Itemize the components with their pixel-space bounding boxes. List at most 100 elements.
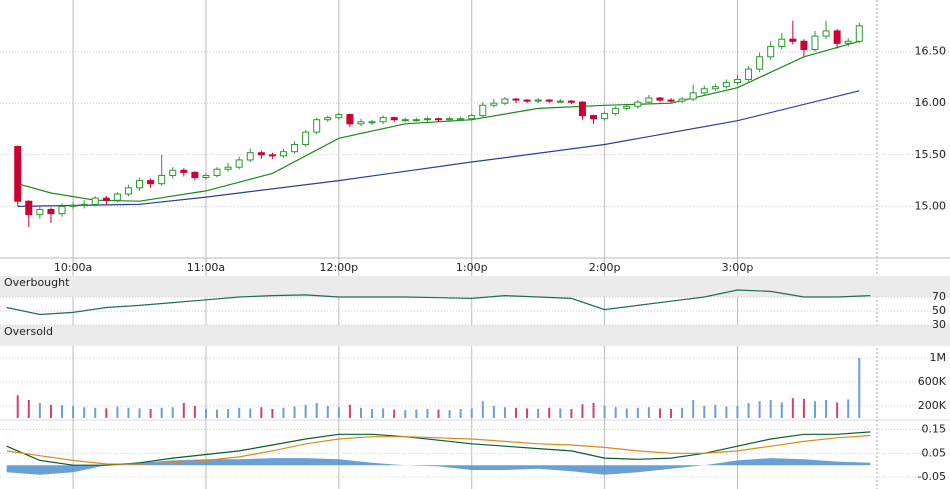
volume-bar [614, 407, 617, 418]
candle-body [423, 118, 431, 121]
candle-body [711, 86, 719, 90]
volume-bar [238, 407, 241, 418]
volume-bar [16, 395, 19, 418]
candle-body [158, 174, 166, 185]
x-tick-label: 10:00a [54, 261, 92, 274]
candle-body [235, 159, 243, 168]
volume-bar [227, 409, 230, 418]
volume-bar [193, 406, 196, 418]
volume-bar [337, 407, 340, 418]
y-tick-label: 16.00 [915, 96, 947, 109]
volume-bar [492, 406, 495, 418]
volume-bar [714, 404, 717, 418]
volume-bar [359, 407, 362, 418]
candle-body [124, 187, 132, 195]
candle-body [800, 40, 808, 51]
candle-body [69, 204, 77, 207]
candle-body [379, 117, 387, 123]
candle-body [102, 197, 110, 201]
candle-body [324, 117, 332, 121]
y-tick-label: 16.50 [915, 45, 947, 58]
x-tick-label: 2:00p [589, 261, 621, 274]
candle-body [213, 168, 221, 176]
candle-body [136, 180, 144, 189]
volume-bar [459, 409, 462, 418]
volume-bar [149, 409, 152, 418]
y-tick-label: 0.15 [922, 423, 947, 436]
candle-body [479, 104, 487, 117]
volume-bar [426, 409, 429, 418]
volume-bar [858, 358, 861, 418]
volume-bar [470, 408, 473, 418]
candle-body [645, 97, 653, 103]
volume-bar [249, 408, 252, 418]
candle-body [446, 118, 454, 121]
volume-bar [813, 401, 816, 418]
volume-bar [537, 409, 540, 418]
volume-bar [780, 402, 783, 418]
candle-body [501, 98, 509, 104]
candle-body [412, 119, 420, 122]
volume-bar [415, 409, 418, 418]
volume-bar [658, 408, 661, 418]
x-tick-label: 12:00p [319, 261, 358, 274]
y-tick-label: 15.00 [915, 199, 947, 212]
candle-body [844, 40, 852, 44]
volume-bar [182, 403, 185, 418]
candle-body [202, 174, 210, 179]
candle-body [91, 197, 99, 205]
histogram-area [6, 458, 871, 475]
volume-bar [49, 404, 52, 418]
candle-body [601, 113, 609, 120]
series-line [6, 289, 871, 316]
candle-body [291, 143, 299, 153]
candle-body [36, 208, 44, 216]
candle-body [80, 203, 88, 206]
volume-bar [758, 401, 761, 418]
volume-bar [271, 409, 274, 418]
y-tick-label: 30 [932, 318, 946, 331]
candle-body [811, 35, 819, 51]
candle-body [435, 118, 442, 121]
candle-body [722, 82, 730, 88]
volume-bar [825, 400, 828, 418]
volume-bar [404, 410, 407, 418]
volume-bar [481, 401, 484, 418]
candle-body [224, 166, 232, 170]
candle-body [368, 121, 376, 124]
volume-bar [293, 406, 296, 418]
volume-bar [836, 402, 839, 418]
series-line [6, 431, 871, 466]
volume-bar [670, 409, 673, 418]
volume-bar [592, 403, 595, 418]
annotation: Oversold [4, 325, 53, 338]
volume-bar [681, 407, 684, 418]
volume-bar [625, 408, 628, 418]
candle-body [590, 115, 598, 120]
y-tick-label: 200K [918, 399, 947, 412]
band [0, 276, 950, 297]
x-tick-label: 11:00a [187, 261, 225, 274]
candle-body [335, 114, 343, 119]
candle-body [789, 38, 797, 42]
volume-bar [526, 408, 529, 418]
volume-bar [326, 406, 329, 418]
volume-bar [382, 408, 385, 418]
candle-body [678, 98, 686, 102]
volume-bar [94, 407, 97, 418]
candle-body [468, 115, 476, 120]
band [0, 325, 950, 346]
volume-bar [503, 407, 506, 418]
candle-body [833, 30, 841, 44]
volume-bar [636, 407, 639, 418]
y-tick-label: 15.50 [915, 148, 947, 161]
candle-body [822, 30, 830, 37]
candle-body [778, 38, 786, 47]
volume-bar [204, 409, 207, 418]
annotation: Overbought [4, 276, 70, 289]
volume-bar [515, 407, 518, 418]
y-tick-label: 70 [932, 290, 946, 303]
volume-bar [448, 410, 451, 418]
